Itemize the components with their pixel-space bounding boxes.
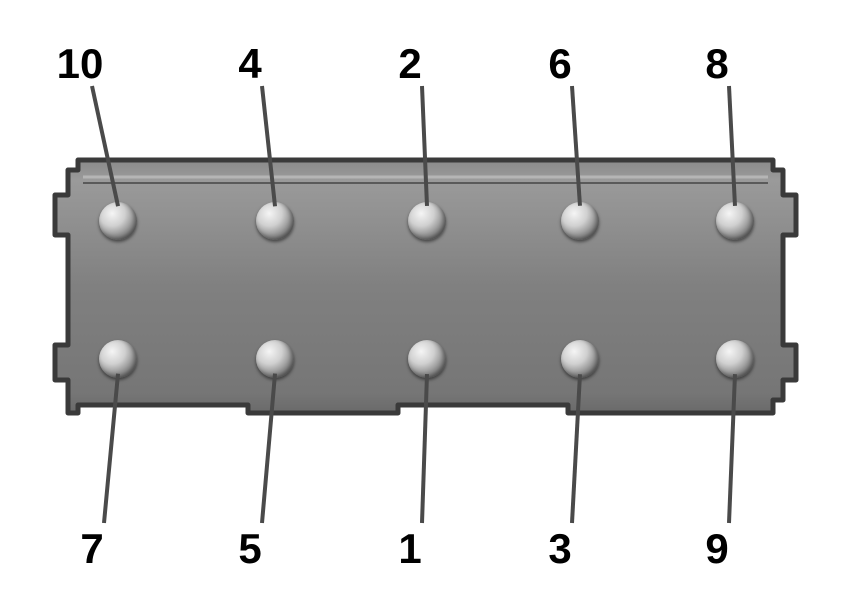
bolt-hole-3 [561, 340, 599, 378]
callout-label-3: 3 [530, 525, 590, 573]
callout-label-10: 10 [50, 40, 110, 88]
bolt-hole-10 [99, 202, 137, 240]
callout-label-4: 4 [220, 40, 280, 88]
bolt-hole-1 [408, 340, 446, 378]
bolt-hole-9 [716, 340, 754, 378]
bolt-hole-8 [716, 202, 754, 240]
callout-label-8: 8 [687, 40, 747, 88]
callout-label-5: 5 [220, 525, 280, 573]
bolt-hole-5 [256, 340, 294, 378]
callout-label-9: 9 [687, 525, 747, 573]
torque-sequence-diagram: 10 4 2 6 8 7 5 1 3 9 [0, 0, 855, 611]
bolt-hole-4 [256, 202, 294, 240]
bolt-hole-6 [561, 202, 599, 240]
callout-label-2: 2 [380, 40, 440, 88]
bolt-hole-2 [408, 202, 446, 240]
callout-label-1: 1 [380, 525, 440, 573]
bolt-hole-7 [99, 340, 137, 378]
callout-label-7: 7 [62, 525, 122, 573]
callout-label-6: 6 [530, 40, 590, 88]
